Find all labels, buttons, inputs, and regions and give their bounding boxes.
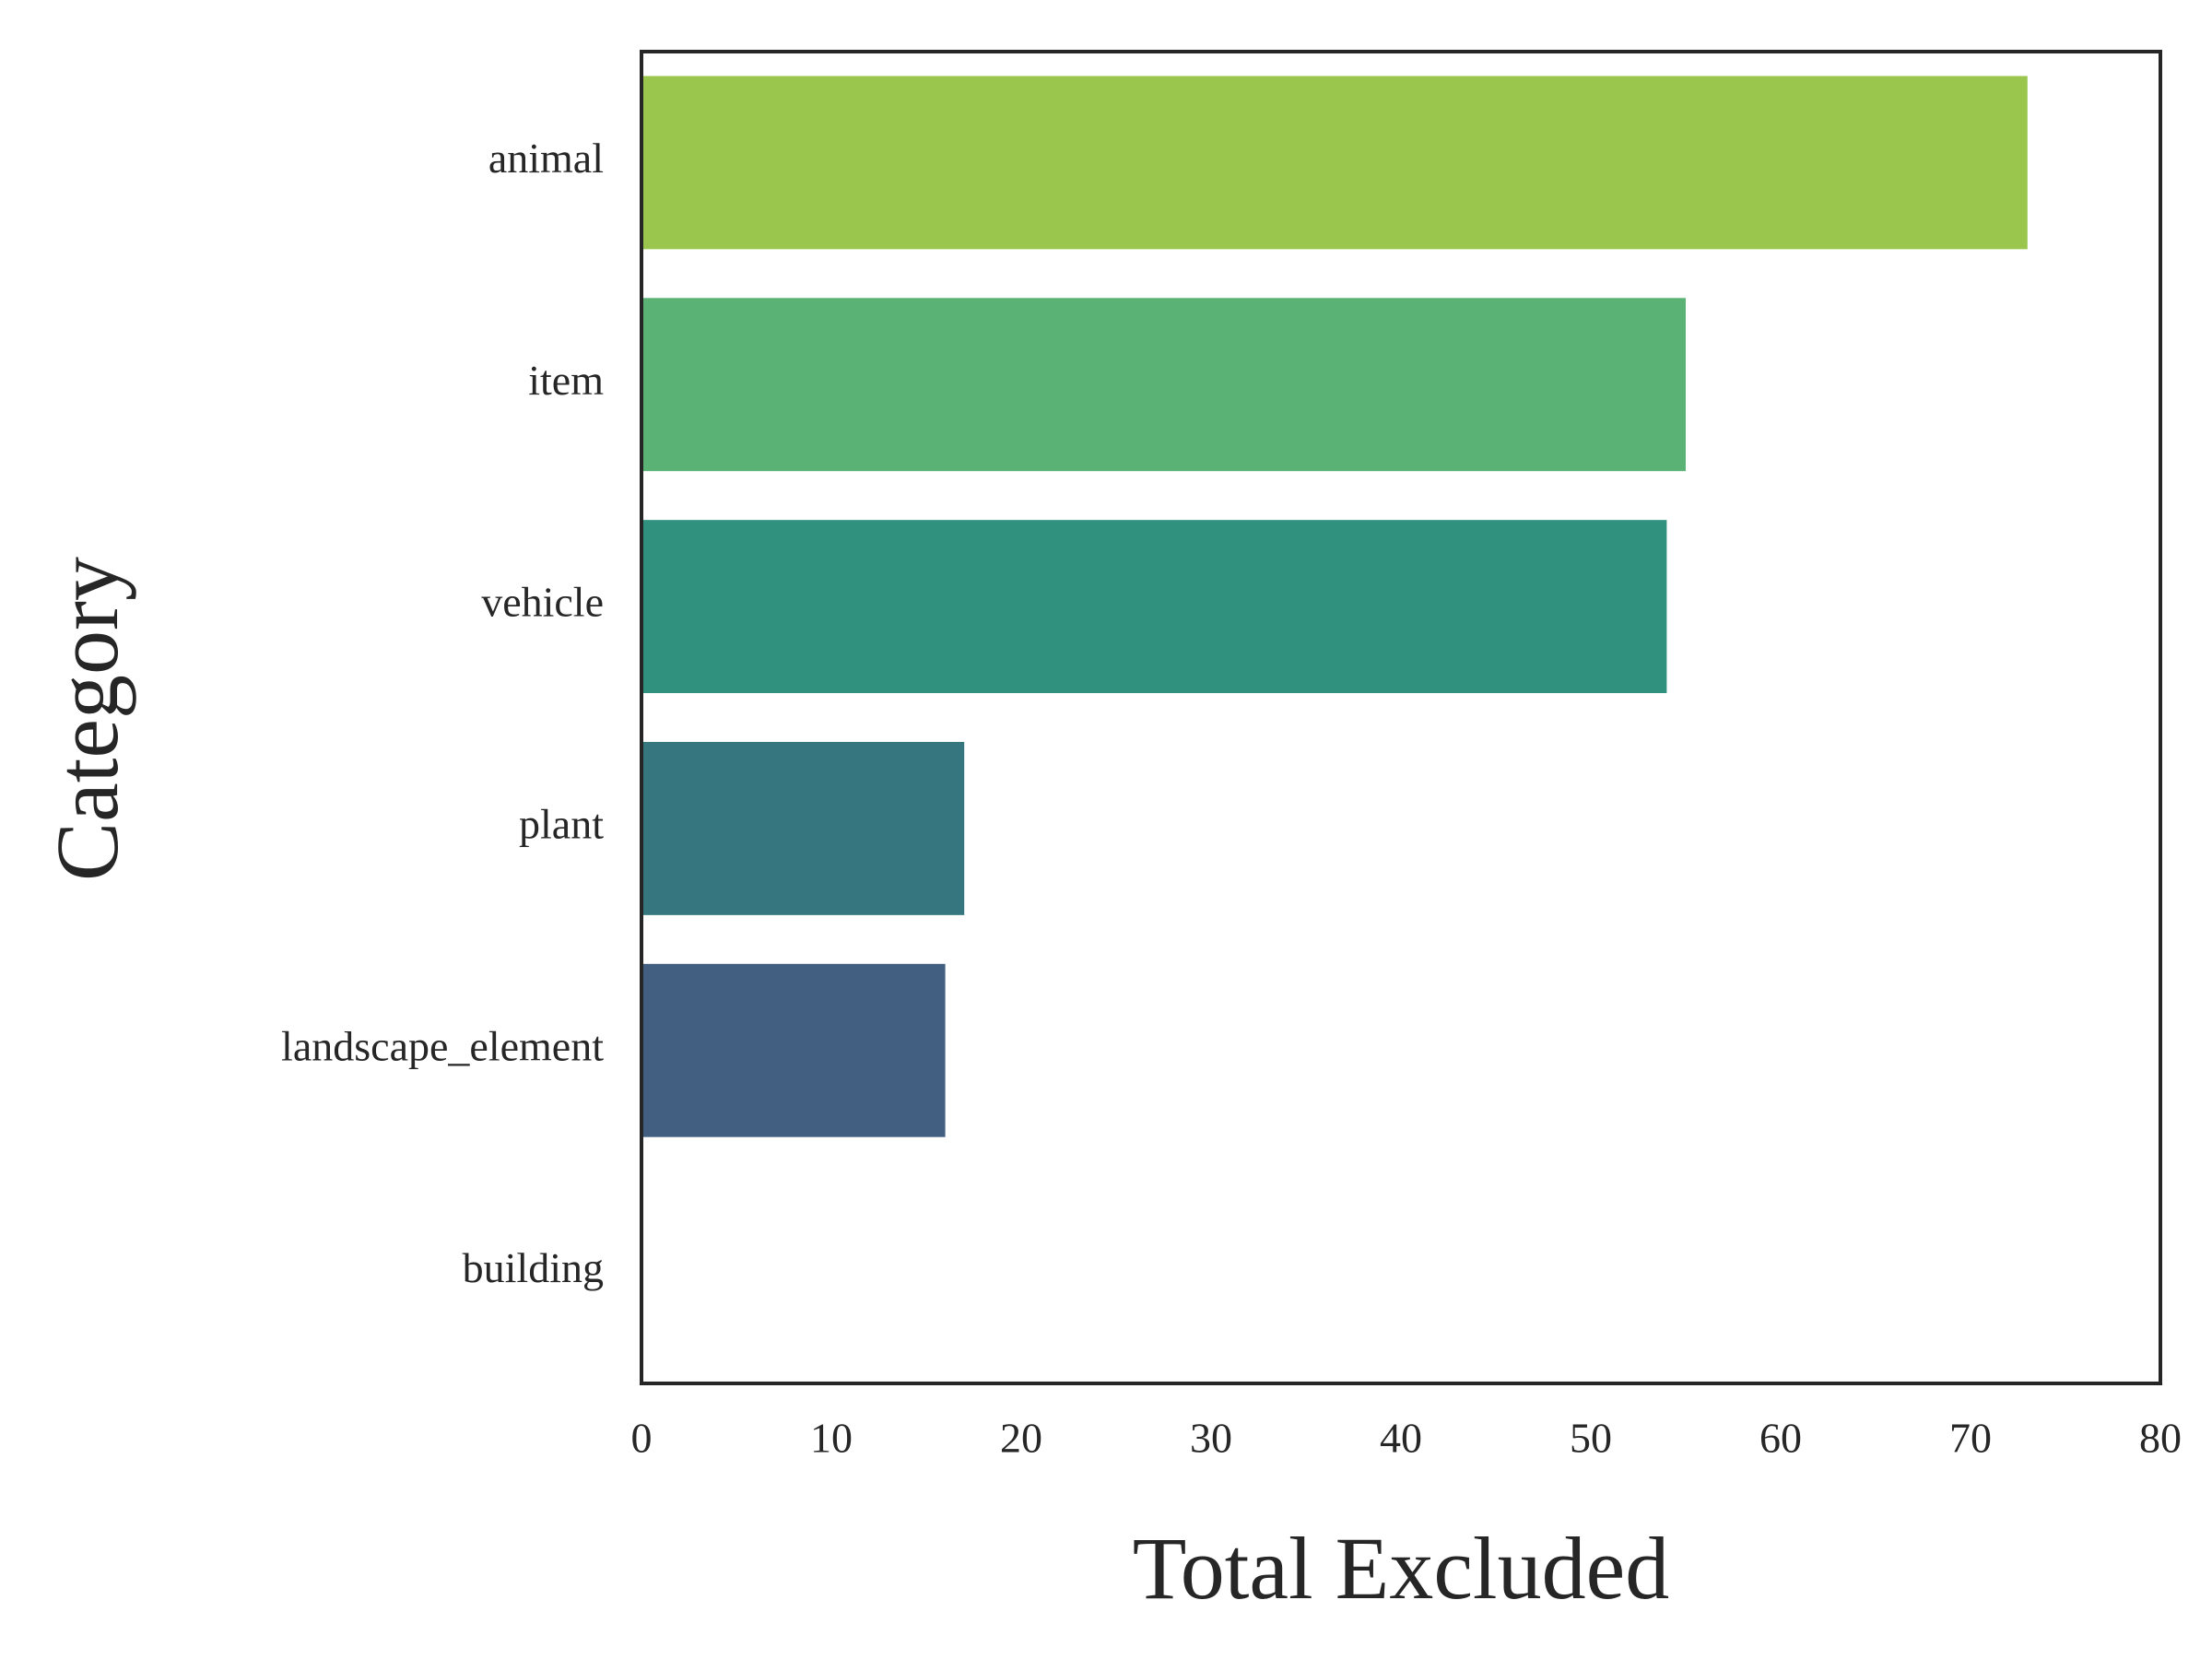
y-tick-label: vehicle	[481, 579, 604, 626]
x-tick-label: 10	[810, 1415, 853, 1462]
bar	[641, 76, 2028, 250]
bar	[641, 298, 1686, 472]
x-tick-label: 60	[1759, 1415, 1802, 1462]
y-axis-label: Category	[38, 557, 136, 881]
y-tick-label: building	[463, 1244, 604, 1291]
y-tick-label: item	[528, 357, 604, 404]
x-tick-label: 30	[1190, 1415, 1232, 1462]
bar	[641, 963, 946, 1137]
bar	[641, 741, 965, 915]
x-tick-label: 70	[1949, 1415, 1992, 1462]
y-tick-label: plant	[519, 800, 604, 847]
x-tick-label: 20	[1000, 1415, 1042, 1462]
x-tick-label: 40	[1380, 1415, 1422, 1462]
bar	[641, 520, 1667, 694]
x-tick-label: 0	[631, 1415, 653, 1462]
y-tick-label: landscape_element	[281, 1022, 604, 1069]
x-tick-label: 80	[2139, 1415, 2182, 1462]
x-axis-label: Total Excluded	[1133, 1519, 1669, 1618]
x-tick-label: 50	[1570, 1415, 1612, 1462]
y-tick-label: animal	[488, 135, 604, 182]
plot-frame	[640, 50, 2162, 1385]
